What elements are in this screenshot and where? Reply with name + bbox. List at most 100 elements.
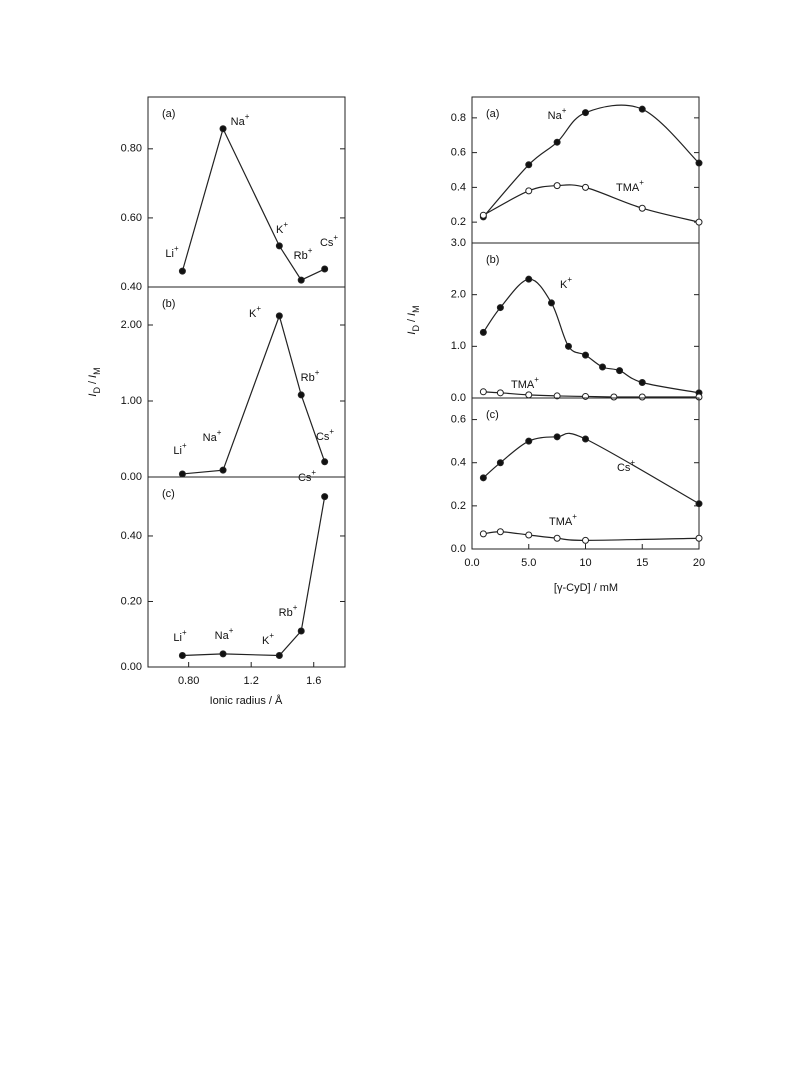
data-point [219, 466, 227, 474]
y-tick-label: 2.0 [451, 289, 466, 301]
data-point [525, 437, 533, 445]
y-axis-label-part: M [411, 305, 421, 313]
y-tick-label: 0.0 [451, 392, 466, 404]
data-point [275, 312, 283, 320]
annotation-text: Cs [316, 431, 330, 443]
data-point [321, 265, 329, 273]
series-line [482, 104, 700, 218]
data-point [479, 388, 487, 396]
annotation-sup: + [630, 458, 635, 467]
data-point [695, 534, 703, 542]
x-axis-label: Ionic radius / Å [210, 694, 283, 707]
annotation-text: Na [231, 116, 246, 128]
data-point [297, 391, 305, 399]
y-axis-label-part: D [411, 325, 421, 332]
annotation: Na+ [548, 106, 567, 122]
annotation-sup: + [333, 233, 338, 242]
annotation-text: Cs [298, 472, 312, 484]
data-point [582, 435, 589, 443]
y-tick-label: 0.60 [121, 212, 142, 224]
annotation-text: K [262, 635, 270, 647]
annotation-sup: + [182, 441, 187, 450]
y-tick-label: 0.20 [121, 595, 142, 607]
annotation-text: Rb [279, 607, 293, 619]
y-tick-label: 0.0 [451, 543, 466, 555]
data-point [553, 182, 561, 190]
data-point [525, 531, 533, 539]
series-line [483, 184, 700, 223]
data-point [275, 652, 283, 660]
y-tick-label: 1.00 [121, 395, 142, 407]
annotation: Cs+ [617, 458, 635, 474]
data-point [297, 627, 305, 635]
data-point [275, 242, 283, 250]
annotation-sup: + [269, 631, 274, 640]
panel-label: (b) [486, 254, 499, 266]
data-point [582, 392, 589, 400]
y-tick-label: 0.2 [451, 216, 466, 228]
annotation: Na+ [231, 112, 250, 128]
annotation-text: Na [215, 630, 230, 642]
data-point [496, 528, 504, 536]
y-tick-label: 0.6 [451, 413, 466, 425]
data-point [496, 389, 504, 397]
data-point [695, 218, 703, 226]
x-tick-label: 0.0 [464, 557, 479, 569]
annotation-sup: + [174, 244, 179, 253]
x-tick-label: 15 [636, 557, 648, 569]
data-point [695, 159, 703, 167]
y-tick-label: 2.00 [121, 319, 142, 331]
annotation-sup: + [572, 512, 577, 521]
y-tick-label: 0.4 [451, 181, 466, 193]
data-point [553, 534, 561, 542]
y-axis-label-part: I [406, 332, 418, 335]
annotation-text: Na [203, 432, 218, 444]
data-point [695, 500, 703, 508]
annotation-sup: + [283, 220, 288, 229]
annotation: TMA+ [511, 375, 539, 391]
annotation-sup: + [245, 112, 250, 121]
data-point [496, 459, 504, 467]
annotation: Rb+ [279, 603, 298, 619]
annotation: Li+ [173, 441, 187, 457]
annotation: Na+ [203, 428, 222, 444]
annotation-text: Li [165, 248, 174, 260]
annotation-sup: + [329, 427, 334, 436]
data-point [525, 275, 533, 283]
data-point [582, 536, 589, 544]
annotation-sup: + [182, 628, 187, 637]
x-tick-label: 1.2 [244, 675, 259, 687]
data-point [321, 493, 329, 501]
data-point [178, 470, 186, 478]
data-point [178, 267, 186, 275]
annotation: Rb+ [294, 246, 313, 262]
data-point [496, 304, 504, 312]
y-tick-label: 0.8 [451, 112, 466, 124]
annotation-sup: + [311, 468, 316, 477]
data-point [525, 187, 533, 195]
data-point [547, 299, 555, 307]
annotation-text: Rb [294, 250, 308, 262]
annotation-text: Li [173, 445, 182, 457]
x-tick-label: 10 [579, 557, 591, 569]
annotation-sup: + [562, 106, 567, 115]
data-point [582, 351, 589, 359]
data-point [178, 652, 186, 660]
annotation-text: TMA [511, 379, 535, 391]
data-point [297, 276, 305, 284]
annotation: K+ [560, 275, 572, 291]
y-axis-label-part: I [87, 394, 99, 397]
x-tick-label: 5.0 [521, 557, 536, 569]
data-point [525, 161, 533, 169]
y-axis-label-part: M [92, 367, 102, 375]
data-point [479, 328, 487, 336]
data-point [553, 392, 561, 400]
annotation: Li+ [165, 244, 179, 260]
annotation: TMA+ [549, 512, 577, 528]
annotation-sup: + [293, 603, 298, 612]
y-axis-label-part: I [406, 313, 418, 316]
y-tick-label: 1.0 [451, 340, 466, 352]
annotation-sup: + [567, 275, 572, 284]
panel-label: (a) [162, 108, 175, 120]
data-point [219, 125, 227, 133]
